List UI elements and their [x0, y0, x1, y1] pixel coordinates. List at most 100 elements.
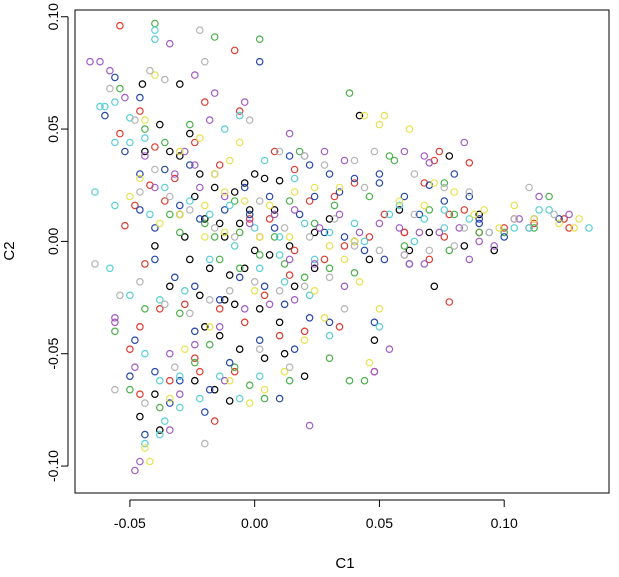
data-point-red — [215, 304, 224, 313]
data-point-purple — [210, 89, 219, 97]
data-point-red — [196, 367, 204, 376]
data-point-green — [285, 197, 294, 205]
data-point-cyan — [395, 201, 404, 210]
data-point-yellow — [156, 219, 164, 228]
data-point-yellow — [176, 210, 184, 219]
data-point-black — [151, 390, 159, 399]
data-point-black — [191, 376, 199, 385]
data-point-black — [285, 242, 294, 250]
data-point-black — [490, 246, 499, 255]
data-point-cyan — [275, 251, 284, 259]
data-point-black — [156, 426, 164, 434]
data-point-black — [151, 242, 159, 250]
data-point-yellow — [235, 138, 244, 147]
data-point-green — [230, 363, 239, 372]
data-point-green — [191, 358, 199, 367]
data-point-red — [530, 219, 538, 228]
data-point-green — [141, 125, 149, 133]
x-tick-label: 0.05 — [366, 515, 393, 531]
data-point-cyan — [101, 102, 109, 111]
data-point-gray — [255, 345, 264, 354]
data-point-purple — [176, 390, 184, 399]
data-point-purple — [335, 210, 344, 219]
data-point-green — [270, 233, 279, 241]
data-point-purple — [375, 219, 384, 228]
data-point-purple — [136, 457, 144, 466]
data-point-cyan — [205, 210, 214, 219]
data-point-black — [240, 179, 249, 187]
data-point-cyan — [141, 349, 149, 358]
data-point-red — [560, 215, 568, 223]
data-point-blue — [275, 394, 284, 403]
data-point-black — [235, 219, 244, 228]
data-point-gray — [350, 242, 359, 250]
data-point-black — [136, 412, 144, 421]
data-point-blue — [126, 372, 134, 381]
data-point-yellow — [300, 336, 309, 345]
data-point-red — [230, 367, 239, 376]
data-point-cyan — [290, 174, 299, 183]
data-point-cyan — [215, 372, 224, 381]
data-point-red — [161, 197, 169, 205]
data-point-green — [545, 192, 553, 201]
data-point-cyan — [410, 237, 419, 246]
data-point-purple — [141, 152, 149, 160]
x-axis: -0.05 0.00 0.05 0.10 — [114, 499, 518, 531]
data-point-blue — [370, 318, 379, 327]
data-point-gray — [275, 147, 284, 156]
data-point-black — [191, 192, 199, 201]
data-point-yellow — [450, 188, 459, 196]
data-point-black — [196, 291, 204, 300]
data-point-gray — [230, 233, 239, 241]
data-point-red — [136, 107, 144, 115]
data-point-gray — [136, 188, 144, 196]
data-point-cyan — [350, 219, 359, 228]
data-point-green — [330, 201, 339, 210]
data-point-gray — [280, 224, 289, 232]
data-point-blue — [305, 161, 314, 169]
data-point-gray — [525, 183, 533, 192]
data-point-purple — [166, 39, 174, 48]
data-point-black — [220, 233, 229, 241]
data-point-blue — [171, 273, 179, 282]
data-point-gray — [141, 399, 149, 407]
data-point-green — [285, 376, 294, 385]
data-point-gray — [300, 152, 309, 160]
data-point-blue — [310, 192, 319, 201]
data-point-purple — [415, 228, 424, 237]
data-point-cyan — [255, 372, 264, 381]
data-point-gray — [340, 304, 349, 313]
data-point-black — [166, 147, 174, 156]
data-point-gray — [330, 215, 339, 223]
data-point-yellow — [245, 399, 254, 407]
data-point-cyan — [440, 224, 449, 232]
data-point-purple — [131, 363, 139, 372]
data-point-purple — [425, 159, 434, 167]
data-point-cyan — [181, 286, 189, 295]
data-point-black — [186, 129, 194, 138]
data-point-red — [141, 260, 149, 268]
data-point-purple — [111, 313, 119, 322]
data-point-yellow — [255, 233, 264, 241]
data-point-red — [435, 147, 444, 156]
data-point-yellow — [355, 277, 364, 286]
data-point-green — [255, 35, 264, 44]
data-point-blue — [260, 282, 269, 291]
data-point-yellow — [530, 215, 538, 223]
data-point-black — [201, 215, 209, 223]
data-point-green — [325, 264, 334, 273]
data-point-cyan — [111, 201, 119, 210]
data-point-yellow — [220, 188, 229, 196]
data-point-purple — [340, 156, 349, 165]
data-point-blue — [111, 73, 119, 82]
data-point-red — [230, 46, 239, 55]
data-point-yellow — [260, 385, 269, 394]
data-point-yellow — [285, 233, 294, 241]
data-point-blue — [465, 192, 474, 201]
data-point-black — [460, 242, 469, 250]
data-point-cyan — [106, 264, 114, 273]
data-point-yellow — [225, 156, 234, 165]
data-point-yellow — [265, 201, 274, 210]
data-point-red — [285, 271, 294, 279]
data-point-green — [186, 120, 194, 129]
